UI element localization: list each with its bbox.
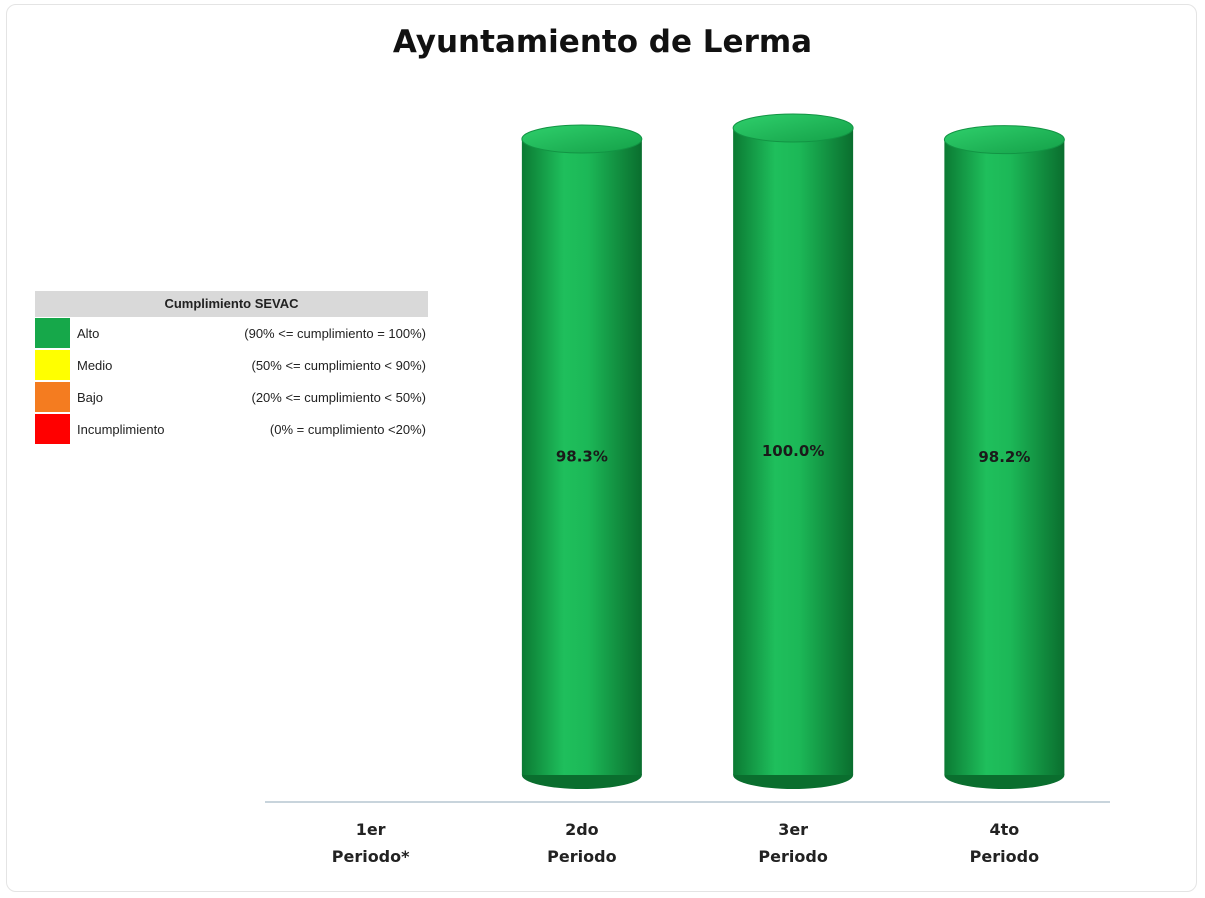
bar	[732, 113, 854, 789]
legend-range: (0% = cumplimiento <20%)	[269, 422, 426, 437]
legend-swatch	[35, 414, 70, 444]
legend-label: Alto	[77, 326, 100, 341]
legend-swatch	[35, 382, 70, 412]
legend-range: (90% <= cumplimiento = 100%)	[244, 326, 426, 341]
x-tick-label: 3er Periodo	[758, 820, 828, 866]
bar-top	[521, 124, 643, 154]
bar-body	[733, 128, 854, 775]
legend-label: Bajo	[77, 390, 104, 405]
legend-table: Cumplimiento SEVAC Alto (90% <= cumplimie…	[35, 291, 428, 445]
legend-range: (20% <= cumplimiento < 50%)	[251, 390, 426, 405]
chart-frame	[6, 4, 1197, 892]
x-tick-label: 1er Periodo*	[331, 820, 410, 866]
bar-top	[732, 113, 854, 143]
legend-label: Incumplimiento	[77, 422, 165, 437]
bar-body	[944, 139, 1065, 775]
value-label: 98.3%	[556, 447, 608, 465]
bar-top	[943, 125, 1065, 155]
legend-label: Medio	[77, 358, 113, 373]
x-tick-label: 2do Periodo	[547, 820, 617, 866]
value-label: 100.0%	[762, 442, 824, 460]
legend-row: Medio (50% <= cumplimiento < 90%)	[35, 350, 428, 381]
chart-title: Ayuntamiento de Lerma	[392, 24, 813, 60]
bar	[521, 124, 643, 789]
legend-row: Bajo (20% <= cumplimiento < 50%)	[35, 382, 428, 413]
legend-row: Alto (90% <= cumplimiento = 100%)	[35, 318, 428, 349]
value-label: 98.2%	[978, 448, 1030, 466]
legend-swatch	[35, 318, 70, 348]
legend-title: Cumplimiento SEVAC	[35, 291, 428, 317]
x-tick-label: 4to Periodo	[969, 820, 1040, 866]
bar-body	[521, 138, 642, 775]
bar	[943, 125, 1065, 789]
legend-range: (50% <= cumplimiento < 90%)	[251, 358, 426, 373]
legend-swatch	[35, 350, 70, 380]
legend-row: Incumplimiento (0% = cumplimiento <20%)	[35, 414, 428, 445]
